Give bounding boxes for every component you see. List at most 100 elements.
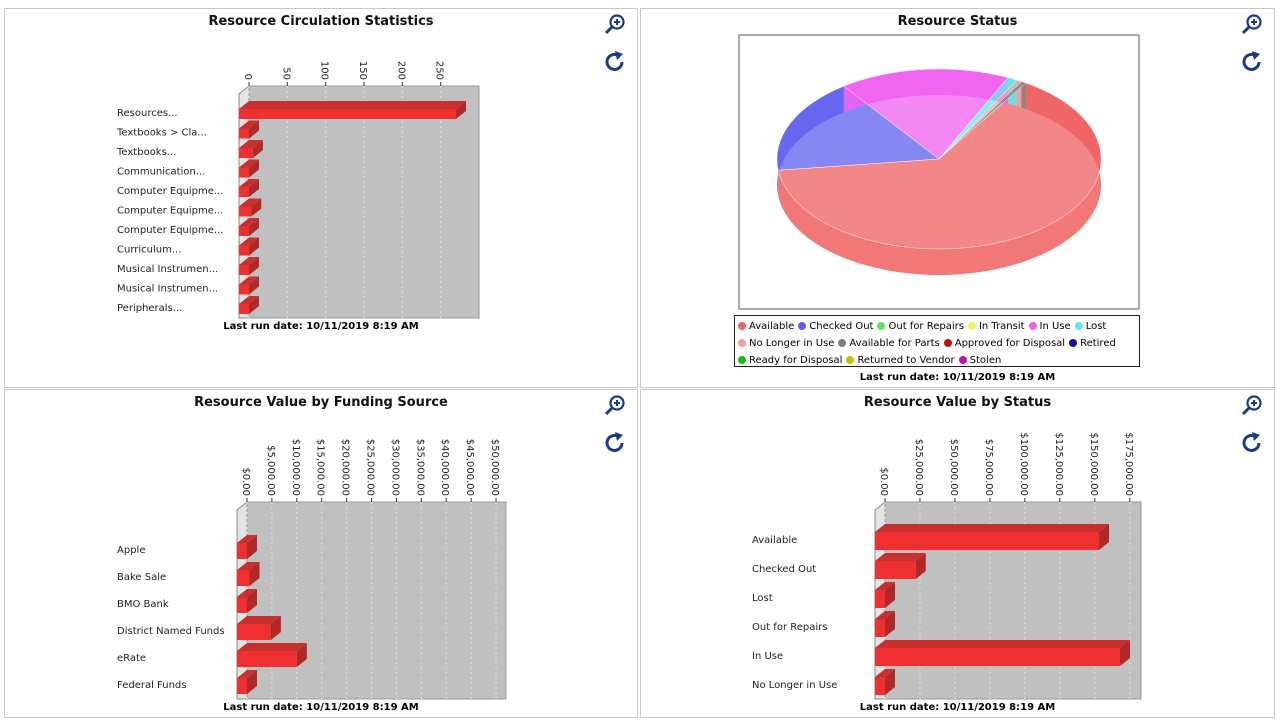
- legend-item[interactable]: Out for Repairs: [877, 321, 964, 332]
- bar-side: [270, 616, 281, 640]
- last-run-date: Last run date: 10/11/2019 8:19 AM: [859, 372, 1056, 383]
- bar: [875, 619, 885, 637]
- bar-side: [247, 535, 257, 559]
- bar-side: [456, 101, 466, 119]
- legend-swatch: [1069, 339, 1078, 347]
- legend-item[interactable]: Retired: [1069, 338, 1116, 349]
- bar-top: [237, 535, 257, 543]
- legend-label: Lost: [1085, 321, 1107, 332]
- category-label: District Named Funds: [117, 626, 225, 637]
- tick-label: 200: [395, 61, 406, 80]
- legend-swatch: [958, 356, 967, 364]
- bar: [237, 543, 247, 559]
- legend-label: Approved for Disposal: [954, 338, 1066, 349]
- bar: [239, 304, 249, 314]
- tick-label: $5,000.00: [265, 445, 276, 496]
- bar: [239, 187, 249, 197]
- funding-chart: $0.00 $5,000.00 $10,000.00 $15,000.00 $20,00…: [117, 439, 507, 700]
- pie-slice: [776, 85, 940, 171]
- legend-label: In Transit: [978, 321, 1025, 332]
- bar-side: [1120, 640, 1131, 666]
- zoom-in-icon[interactable]: [1240, 13, 1264, 37]
- zoom-in-icon[interactable]: [603, 13, 627, 37]
- bar-top: [239, 257, 259, 265]
- bar-side: [249, 562, 260, 586]
- tick-label: $25,000.00: [913, 439, 924, 496]
- legend-label: Available for Parts: [849, 338, 940, 349]
- legend-swatch: [738, 356, 746, 364]
- bar: [237, 678, 247, 694]
- legend-swatch: [1074, 322, 1083, 330]
- legend-swatch: [838, 339, 847, 347]
- legend-label: No Longer in Use: [749, 338, 835, 349]
- bar: [239, 226, 249, 236]
- legend-item[interactable]: Available for Parts: [838, 338, 940, 349]
- panel-title: Resource Value by Funding Source: [194, 395, 448, 410]
- legend-swatch: [1028, 322, 1037, 330]
- bar: [875, 532, 1100, 550]
- legend-item[interactable]: In Use: [1028, 321, 1071, 332]
- legend-label: In Use: [1039, 321, 1071, 332]
- tick-label: $150,000.00: [1088, 432, 1099, 496]
- legend-swatch: [798, 322, 807, 330]
- legend-item[interactable]: Checked Out: [798, 321, 873, 332]
- refresh-icon[interactable]: [1240, 50, 1264, 74]
- legend-label: Checked Out: [809, 321, 874, 332]
- category-label: Lost: [752, 593, 773, 604]
- bar: [237, 570, 250, 586]
- bar-top: [239, 237, 259, 246]
- last-run-date: Last run date: 10/11/2019 8:19 AM: [859, 702, 1056, 713]
- legend-item[interactable]: Returned to Vendor: [846, 355, 955, 366]
- bar: [237, 651, 297, 667]
- category-label: Peripherals...: [117, 303, 182, 314]
- pie-slice-side: [1021, 81, 1026, 110]
- zoom-in-icon[interactable]: [1240, 394, 1264, 418]
- bar: [239, 284, 249, 295]
- legend-item[interactable]: No Longer in Use: [738, 338, 834, 349]
- legend-item[interactable]: In Transit: [967, 321, 1025, 332]
- tick-label: $30,000.00: [389, 439, 400, 496]
- bar-top: [239, 276, 259, 285]
- bar-top: [875, 553, 926, 561]
- bar-top: [239, 179, 259, 187]
- legend-item[interactable]: Lost: [1074, 321, 1107, 332]
- tick-label: 250: [434, 61, 445, 80]
- legend-item[interactable]: Available: [738, 321, 794, 332]
- legend-item[interactable]: Stolen: [958, 355, 1001, 366]
- panel-funding: Resource Value by Funding Source $0.00 $5…: [4, 389, 638, 718]
- refresh-icon[interactable]: [603, 431, 627, 455]
- bar-top: [875, 611, 895, 619]
- tick-label: $45,000.00: [464, 439, 475, 496]
- tick-label: 50: [280, 67, 291, 80]
- bar-side: [885, 582, 895, 608]
- category-label: Apple: [117, 545, 145, 556]
- legend-label: Available: [749, 321, 795, 332]
- legend-label: Out for Repairs: [888, 321, 964, 332]
- bar-side: [249, 257, 259, 275]
- legend-item[interactable]: Ready for Disposal: [738, 355, 842, 366]
- category-label: Available: [752, 535, 797, 546]
- bar-top: [239, 198, 262, 207]
- bar-side: [249, 218, 259, 236]
- pie-slice: [938, 81, 1027, 160]
- bar-top: [239, 101, 466, 109]
- panel-title: Resource Value by Status: [863, 395, 1052, 410]
- legend-swatch: [967, 322, 976, 330]
- legend-swatch: [738, 322, 746, 330]
- plot-area: [246, 501, 507, 700]
- value-status-chart: $0.00 $25,000.00 $50,000.00 $75,000.00 $100,…: [752, 432, 1142, 700]
- refresh-icon[interactable]: [1240, 431, 1264, 455]
- category-label: Musical Instrumen...: [117, 264, 218, 275]
- legend-item[interactable]: Approved for Disposal: [943, 338, 1066, 349]
- category-label: Musical Instrumen...: [117, 284, 218, 295]
- panel-title: Resource Circulation Statistics: [208, 14, 434, 29]
- bar-side: [1099, 524, 1110, 550]
- zoom-in-icon[interactable]: [603, 394, 627, 418]
- bar-side: [915, 553, 926, 579]
- refresh-icon[interactable]: [603, 50, 627, 74]
- tick-label: 100: [319, 61, 330, 80]
- legend-swatch: [877, 322, 886, 330]
- bar: [237, 597, 247, 613]
- tick-label: $25,000.00: [365, 439, 376, 496]
- bar-top: [237, 643, 307, 651]
